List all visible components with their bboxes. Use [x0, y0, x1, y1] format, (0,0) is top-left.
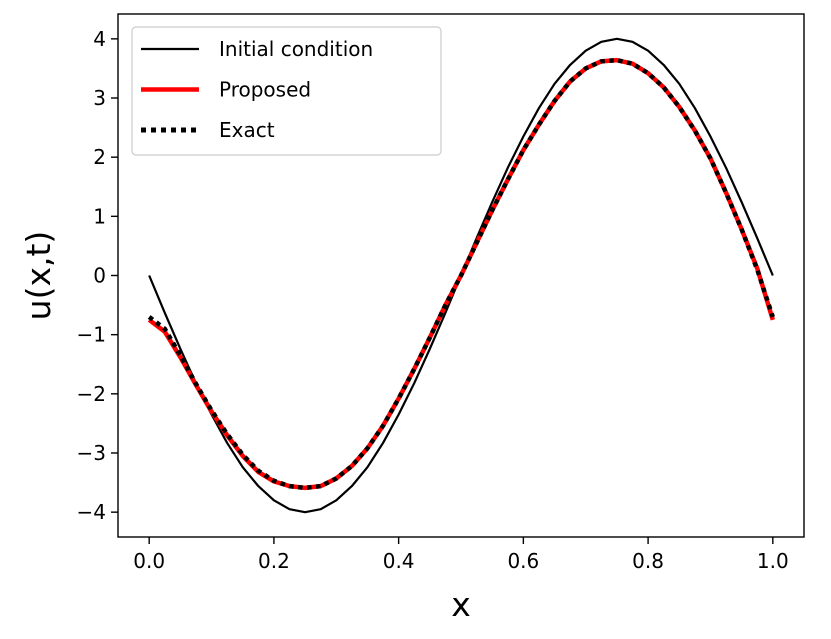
y-tick-label: 2	[93, 145, 106, 169]
x-tick-label: 0.4	[383, 549, 415, 573]
y-axis-label: u(x,t)	[19, 231, 58, 321]
x-tick-label: 0.6	[507, 549, 539, 573]
y-tick-label: −2	[77, 382, 106, 406]
x-axis-ticks: 0.0 0.2 0.4 0.6 0.8 1.0	[133, 537, 789, 573]
legend-box	[131, 26, 442, 156]
legend-label: Proposed	[219, 78, 311, 102]
y-tick-label: −4	[77, 500, 106, 524]
legend-label: Initial condition	[219, 37, 373, 61]
x-tick-label: 0.2	[258, 549, 290, 573]
legend-label: Exact	[219, 118, 275, 142]
legend: Initial condition Proposed Exact	[131, 26, 442, 156]
y-tick-label: 3	[93, 86, 106, 110]
series-layer	[147, 37, 775, 514]
x-axis-label: x	[451, 585, 471, 624]
y-tick-label: 0	[93, 264, 106, 288]
series-line-exact	[147, 57, 775, 491]
y-axis-ticks: −4 −3 −2 −1 0 1 2 3 4	[77, 27, 118, 524]
y-tick-label: 4	[93, 27, 106, 51]
x-tick-label: 1.0	[757, 549, 789, 573]
y-tick-label: −3	[77, 441, 106, 465]
y-tick-label: −1	[77, 323, 106, 347]
x-tick-label: 0.8	[632, 549, 664, 573]
x-tick-label: 0.0	[133, 549, 165, 573]
y-tick-label: 1	[93, 204, 106, 228]
